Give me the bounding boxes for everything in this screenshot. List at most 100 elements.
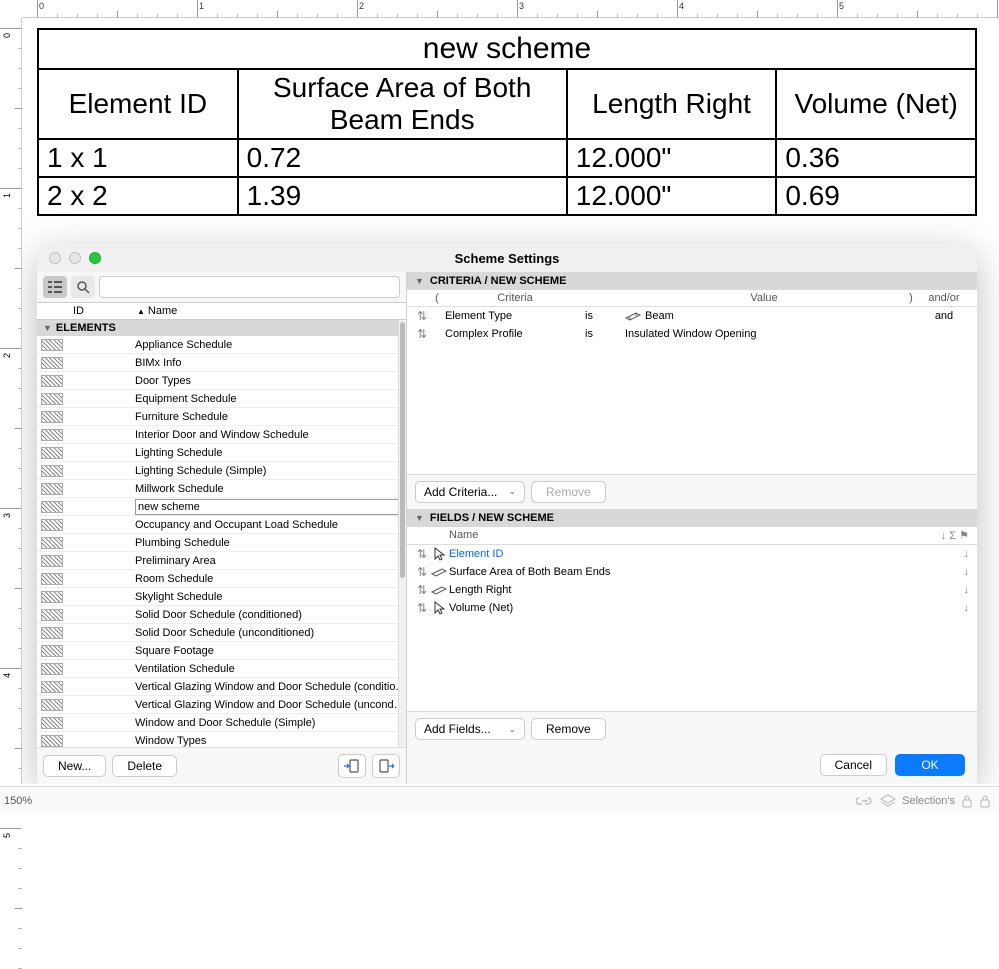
list-item-label: Appliance Schedule bbox=[135, 339, 406, 351]
hatch-icon bbox=[41, 681, 63, 693]
list-item[interactable]: Solid Door Schedule (conditioned) bbox=[37, 606, 406, 624]
criteria-operator[interactable]: is bbox=[585, 328, 625, 340]
add-fields-dropdown[interactable]: Add Fields... ⌄ bbox=[415, 718, 525, 740]
delete-button[interactable]: Delete bbox=[112, 755, 177, 777]
name-column-header[interactable]: ▲Name bbox=[137, 305, 406, 317]
list-item-label: Furniture Schedule bbox=[135, 411, 406, 423]
reorder-handle-icon[interactable]: ⇅ bbox=[415, 601, 429, 615]
criteria-andor[interactable]: and bbox=[919, 310, 969, 322]
list-item[interactable]: Skylight Schedule bbox=[37, 588, 406, 606]
criteria-row[interactable]: ⇅ Element TypeisBeam and bbox=[407, 307, 977, 325]
zoom-window-icon[interactable] bbox=[89, 252, 101, 264]
list-item-label: Window and Door Schedule (Simple) bbox=[135, 717, 406, 729]
list-item[interactable]: Appliance Schedule bbox=[37, 336, 406, 354]
remove-field-button[interactable]: Remove bbox=[531, 718, 606, 740]
list-item-label: Vertical Glazing Window and Door Schedul… bbox=[135, 699, 406, 711]
table-row: 2 x 21.3912.000"0.69 bbox=[38, 177, 976, 215]
lock-icon[interactable] bbox=[979, 794, 991, 808]
beam-icon bbox=[431, 585, 447, 595]
reorder-handle-icon[interactable]: ⇅ bbox=[415, 309, 429, 323]
ok-button[interactable]: OK bbox=[895, 754, 965, 776]
list-item[interactable]: Window Types bbox=[37, 732, 406, 747]
criteria-name[interactable]: Element Type bbox=[445, 310, 585, 322]
list-item-label: Window Types bbox=[135, 735, 406, 747]
list-item-label: Vertical Glazing Window and Door Schedul… bbox=[135, 681, 406, 693]
criteria-row[interactable]: ⇅ Complex ProfileisInsulated Window Openi… bbox=[407, 325, 977, 343]
list-item[interactable]: Occupancy and Occupant Load Schedule bbox=[37, 516, 406, 534]
disclosure-triangle-icon: ▼ bbox=[43, 323, 52, 333]
hatch-icon bbox=[41, 375, 63, 387]
zoom-level[interactable]: 150% bbox=[4, 795, 32, 807]
export-icon[interactable] bbox=[372, 754, 400, 778]
dialog-titlebar[interactable]: Scheme Settings bbox=[37, 244, 977, 272]
list-item[interactable]: BIMx Info bbox=[37, 354, 406, 372]
criteria-section-header[interactable]: ▼ CRITERIA / NEW SCHEME bbox=[407, 272, 977, 290]
hatch-icon bbox=[41, 627, 63, 639]
list-item[interactable]: Lighting Schedule bbox=[37, 444, 406, 462]
beam-icon bbox=[431, 567, 447, 577]
hatch-icon bbox=[41, 483, 63, 495]
field-row[interactable]: ⇅ Surface Area of Both Beam Ends↓ bbox=[407, 563, 977, 581]
criteria-value[interactable]: Insulated Window Opening bbox=[625, 328, 903, 340]
list-item[interactable]: Square Footage bbox=[37, 642, 406, 660]
hatch-icon bbox=[41, 555, 63, 567]
list-item[interactable]: Furniture Schedule bbox=[37, 408, 406, 426]
list-item-rename-input[interactable] bbox=[135, 499, 406, 515]
sort-direction-icon[interactable]: ↓ bbox=[929, 548, 969, 560]
criteria-operator[interactable]: is bbox=[585, 310, 625, 322]
sort-direction-icon[interactable]: ↓ bbox=[929, 584, 969, 596]
reorder-handle-icon[interactable]: ⇅ bbox=[415, 327, 429, 341]
list-header[interactable]: ID ▲Name bbox=[37, 302, 406, 320]
field-name: Surface Area of Both Beam Ends bbox=[449, 566, 929, 578]
list-item[interactable]: Equipment Schedule bbox=[37, 390, 406, 408]
list-item-label: Lighting Schedule (Simple) bbox=[135, 465, 406, 477]
hatch-icon bbox=[41, 591, 63, 603]
sort-direction-icon[interactable]: ↓ bbox=[929, 602, 969, 614]
list-item[interactable]: Room Schedule bbox=[37, 570, 406, 588]
reorder-handle-icon[interactable]: ⇅ bbox=[415, 565, 429, 579]
lock-icon[interactable] bbox=[961, 794, 973, 808]
scrollbar-thumb[interactable] bbox=[400, 322, 405, 578]
import-icon[interactable] bbox=[338, 754, 366, 778]
close-window-icon[interactable] bbox=[49, 252, 61, 264]
list-item[interactable]: new scheme bbox=[37, 498, 406, 516]
list-item[interactable]: Solid Door Schedule (unconditioned) bbox=[37, 624, 406, 642]
disclosure-triangle-icon: ▼ bbox=[415, 513, 424, 523]
list-item[interactable]: Interior Door and Window Schedule bbox=[37, 426, 406, 444]
sort-direction-icon[interactable]: ↓ bbox=[929, 566, 969, 578]
hatch-icon bbox=[41, 429, 63, 441]
field-row[interactable]: ⇅Volume (Net)↓ bbox=[407, 599, 977, 617]
group-header-elements[interactable]: ▼ ELEMENTS bbox=[37, 320, 406, 336]
list-item[interactable]: Plumbing Schedule bbox=[37, 534, 406, 552]
add-criteria-dropdown[interactable]: Add Criteria... ⌄ bbox=[415, 481, 525, 503]
fields-section-header[interactable]: ▼ FIELDS / NEW SCHEME bbox=[407, 509, 977, 527]
list-item-label: Solid Door Schedule (unconditioned) bbox=[135, 627, 406, 639]
hatch-icon bbox=[41, 393, 63, 405]
remove-criteria-button[interactable]: Remove bbox=[531, 481, 606, 503]
search-icon[interactable] bbox=[71, 276, 95, 298]
list-view-icon[interactable] bbox=[43, 276, 67, 298]
chevron-down-icon: ⌄ bbox=[508, 724, 516, 735]
list-item[interactable]: Lighting Schedule (Simple) bbox=[37, 462, 406, 480]
cancel-button[interactable]: Cancel bbox=[820, 754, 887, 776]
criteria-value[interactable]: Beam bbox=[625, 310, 903, 322]
list-item[interactable]: Door Types bbox=[37, 372, 406, 390]
list-item[interactable]: Vertical Glazing Window and Door Schedul… bbox=[37, 696, 406, 714]
reorder-handle-icon[interactable]: ⇅ bbox=[415, 583, 429, 597]
field-row[interactable]: ⇅Element ID↓ bbox=[407, 545, 977, 563]
disclosure-triangle-icon: ▼ bbox=[415, 276, 424, 286]
list-item[interactable]: Millwork Schedule bbox=[37, 480, 406, 498]
id-column-header[interactable]: ID bbox=[37, 305, 137, 317]
new-button[interactable]: New... bbox=[43, 755, 106, 777]
reorder-handle-icon[interactable]: ⇅ bbox=[415, 547, 429, 561]
list-item[interactable]: Window and Door Schedule (Simple) bbox=[37, 714, 406, 732]
list-item[interactable]: Vertical Glazing Window and Door Schedul… bbox=[37, 678, 406, 696]
minimize-window-icon[interactable] bbox=[69, 252, 81, 264]
scrollbar[interactable] bbox=[398, 320, 406, 747]
search-input[interactable] bbox=[99, 276, 400, 298]
criteria-name[interactable]: Complex Profile bbox=[445, 328, 585, 340]
list-item[interactable]: Ventilation Schedule bbox=[37, 660, 406, 678]
list-item[interactable]: Preliminary Area bbox=[37, 552, 406, 570]
scheme-settings-dialog: Scheme Settings ID ▲Name bbox=[37, 244, 977, 784]
field-row[interactable]: ⇅Length Right↓ bbox=[407, 581, 977, 599]
